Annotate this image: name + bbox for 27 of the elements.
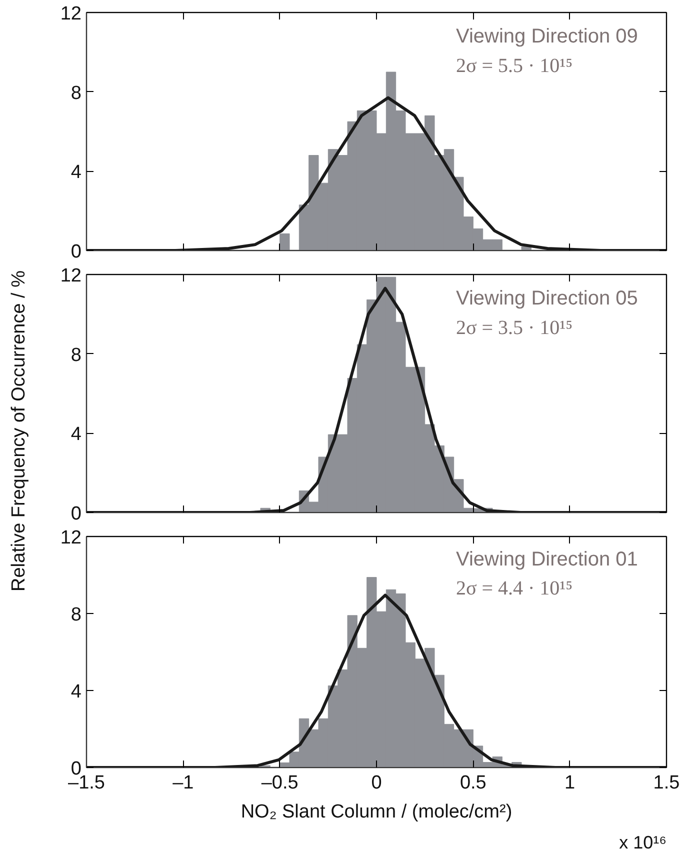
x-tick-label: 0.5 xyxy=(460,772,486,794)
y-tick-label: 0 xyxy=(70,242,82,262)
x-tick-label: –1 xyxy=(172,772,194,794)
y-tick-label: 0 xyxy=(70,758,82,780)
annotation: Viewing Direction 01 xyxy=(456,548,638,571)
x-axis-title: NO₂ Slant Column / (molec/cm²) xyxy=(240,802,512,822)
y-axis-title: Relative Frequency of Occurrence / % xyxy=(8,270,30,592)
annotation: 2σ = 4.4 · 10¹⁵ xyxy=(456,577,573,600)
y-tick-label: 4 xyxy=(70,162,82,184)
y-tick-label: 12 xyxy=(60,4,82,24)
x-tick-label: 0 xyxy=(371,772,382,794)
annotation: 2σ = 5.5 · 10¹⁵ xyxy=(456,55,573,78)
y-tick-label: 12 xyxy=(60,266,82,286)
annotation: Viewing Direction 05 xyxy=(456,287,638,310)
y-tick-label: 4 xyxy=(70,424,82,446)
annotation: 2σ = 3.5 · 10¹⁵ xyxy=(456,317,573,340)
y-tick-label: 8 xyxy=(70,604,82,626)
y-tick-label: 12 xyxy=(60,528,82,548)
y-tick-label: 8 xyxy=(70,344,82,366)
x-tick-label: 1 xyxy=(564,772,576,794)
y-tick-label: 4 xyxy=(70,682,82,702)
x-tick-label: 1.5 xyxy=(653,772,680,794)
annotation: Viewing Direction 09 xyxy=(456,25,638,48)
x-tick-label: –0.5 xyxy=(261,772,298,794)
y-tick-label: 8 xyxy=(70,82,82,104)
text: x 10¹⁶ xyxy=(619,832,667,852)
y-tick-label: 0 xyxy=(70,504,82,524)
